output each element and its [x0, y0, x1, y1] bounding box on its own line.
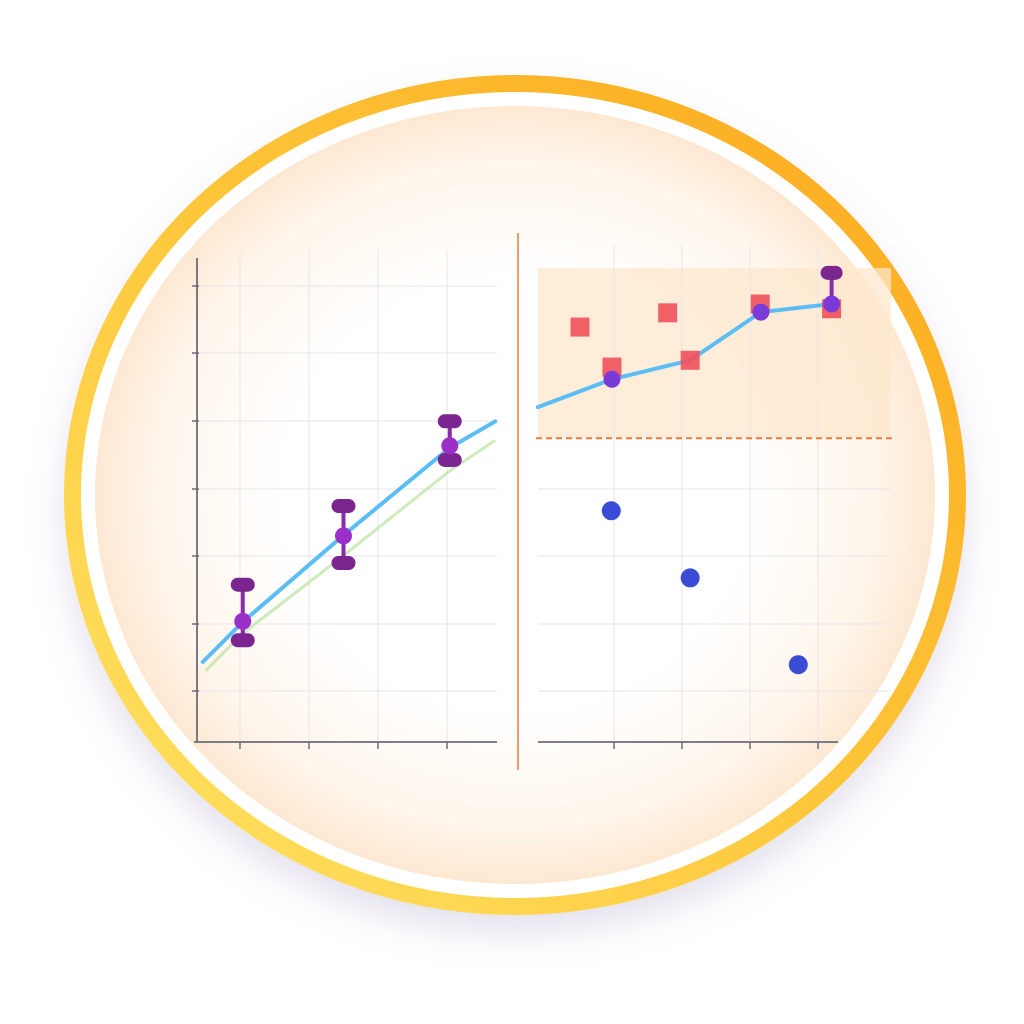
right-chart [535, 245, 892, 749]
error-cap-bottom [437, 452, 462, 467]
highlight-band [538, 268, 891, 439]
square-marker [680, 350, 700, 370]
error-cap-top [230, 577, 255, 592]
data-point [234, 612, 252, 630]
error-cap-top [437, 414, 462, 429]
square-marker [658, 303, 678, 323]
data-point [603, 370, 621, 388]
error-cap-bottom [230, 633, 255, 648]
error-cap-top [820, 265, 843, 280]
square-marker [570, 317, 590, 337]
data-point [335, 527, 352, 545]
square-marker [602, 357, 622, 377]
plate [95, 106, 935, 884]
error-cap-bottom [331, 556, 356, 571]
data-point [441, 437, 459, 455]
data-point [752, 303, 770, 321]
error-cap-top [331, 499, 356, 514]
left-chart [192, 250, 498, 749]
scatter-point [788, 655, 808, 675]
data-point [823, 295, 841, 313]
scatter-point [601, 501, 621, 521]
scatter-point [680, 568, 700, 588]
